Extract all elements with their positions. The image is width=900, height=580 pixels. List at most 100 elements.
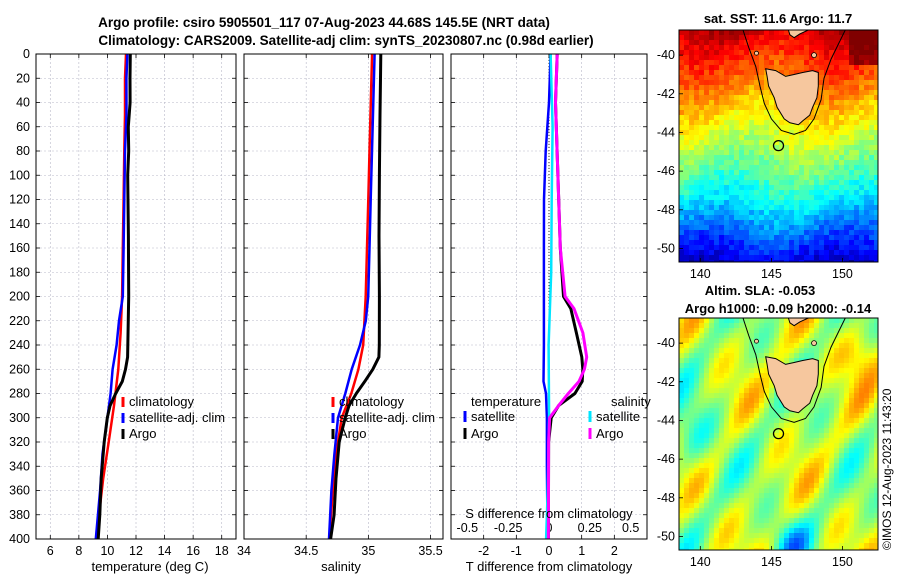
map-cell [724, 353, 730, 359]
map-cell [824, 488, 830, 494]
map-cell [769, 190, 775, 196]
map-cell [854, 35, 860, 41]
map-cell [759, 105, 765, 111]
map-cell [849, 533, 855, 539]
map-cell [794, 523, 800, 529]
map-cell [739, 45, 745, 51]
map-cell [819, 358, 825, 364]
map-cell [829, 398, 835, 404]
map-cell [739, 378, 745, 384]
map-cell [724, 523, 730, 529]
map-cell [794, 190, 800, 196]
map-cell [819, 468, 825, 474]
map-cell [759, 473, 765, 479]
map-cell [714, 418, 720, 424]
map-cell [749, 85, 755, 91]
map-cell [769, 105, 775, 111]
map-cell [729, 170, 735, 176]
map-cell [849, 140, 855, 146]
map-cell [864, 518, 870, 524]
map-cell [739, 70, 745, 76]
map-cell [849, 483, 855, 489]
map-cell [739, 225, 745, 231]
map-cell [844, 398, 850, 404]
map-x-tick-label: 145 [761, 267, 782, 281]
map-cell [734, 165, 740, 171]
map-cell [754, 368, 760, 374]
map-cell [834, 428, 840, 434]
map-cell [724, 418, 730, 424]
x-tick-label: 12 [129, 544, 143, 558]
map-cell [694, 80, 700, 86]
map-cell [774, 40, 780, 46]
map-cell [799, 518, 805, 524]
map-cell [759, 403, 765, 409]
map-cell [724, 235, 730, 241]
map-cell [744, 225, 750, 231]
map-cell [684, 65, 690, 71]
map-cell [859, 60, 865, 66]
map-cell [864, 50, 870, 56]
map-cell [849, 388, 855, 394]
map-cell [859, 348, 865, 354]
map-cell [699, 518, 705, 524]
map-cell [749, 318, 755, 324]
map-cell [679, 348, 685, 354]
map-cell [814, 230, 820, 236]
map-cell [739, 180, 745, 186]
map-cell [684, 35, 690, 41]
map-cell [844, 180, 850, 186]
map-cell [694, 503, 700, 509]
map-cell [849, 338, 855, 344]
map-cell [809, 478, 815, 484]
map-cell [849, 190, 855, 196]
map-cell [694, 473, 700, 479]
map-cell [859, 453, 865, 459]
map-cell [869, 155, 875, 161]
map-cell [839, 523, 845, 529]
map-cell [679, 250, 685, 256]
map-cell [774, 145, 780, 151]
map-cell [799, 150, 805, 156]
map-cell [734, 135, 740, 141]
map-cell [699, 543, 705, 549]
map-cell [739, 533, 745, 539]
map-cell [684, 245, 690, 251]
map-y-tick-label: -50 [657, 241, 675, 255]
map-cell [764, 323, 770, 329]
map-cell [834, 115, 840, 121]
map-cell [824, 210, 830, 216]
map-cell [834, 363, 840, 369]
map-cell [704, 463, 710, 469]
map-cell [854, 170, 860, 176]
map-cell [699, 80, 705, 86]
map-cell [679, 428, 685, 434]
map-cell [864, 210, 870, 216]
map-cell [844, 468, 850, 474]
map-cell [834, 523, 840, 529]
map-cell [689, 413, 695, 419]
map-cell [719, 40, 725, 46]
map-cell [719, 443, 725, 449]
map-cell [849, 75, 855, 81]
map-cell [854, 448, 860, 454]
map-cell [709, 323, 715, 329]
map-cell [829, 155, 835, 161]
map-cell [774, 473, 780, 479]
map-cell [694, 353, 700, 359]
map-cell [684, 398, 690, 404]
map-cell [754, 60, 760, 66]
map-cell [849, 135, 855, 141]
map-cell [809, 538, 815, 544]
map-cell [854, 105, 860, 111]
map-cell [704, 503, 710, 509]
map-cell [684, 478, 690, 484]
map-cell [804, 175, 810, 181]
map-cell [869, 543, 875, 549]
map-cell [769, 155, 775, 161]
map-cell [804, 230, 810, 236]
map-cell [874, 255, 878, 261]
map-cell [784, 533, 790, 539]
legend-label-climatology: climatology [339, 394, 405, 409]
map-cell [689, 438, 695, 444]
